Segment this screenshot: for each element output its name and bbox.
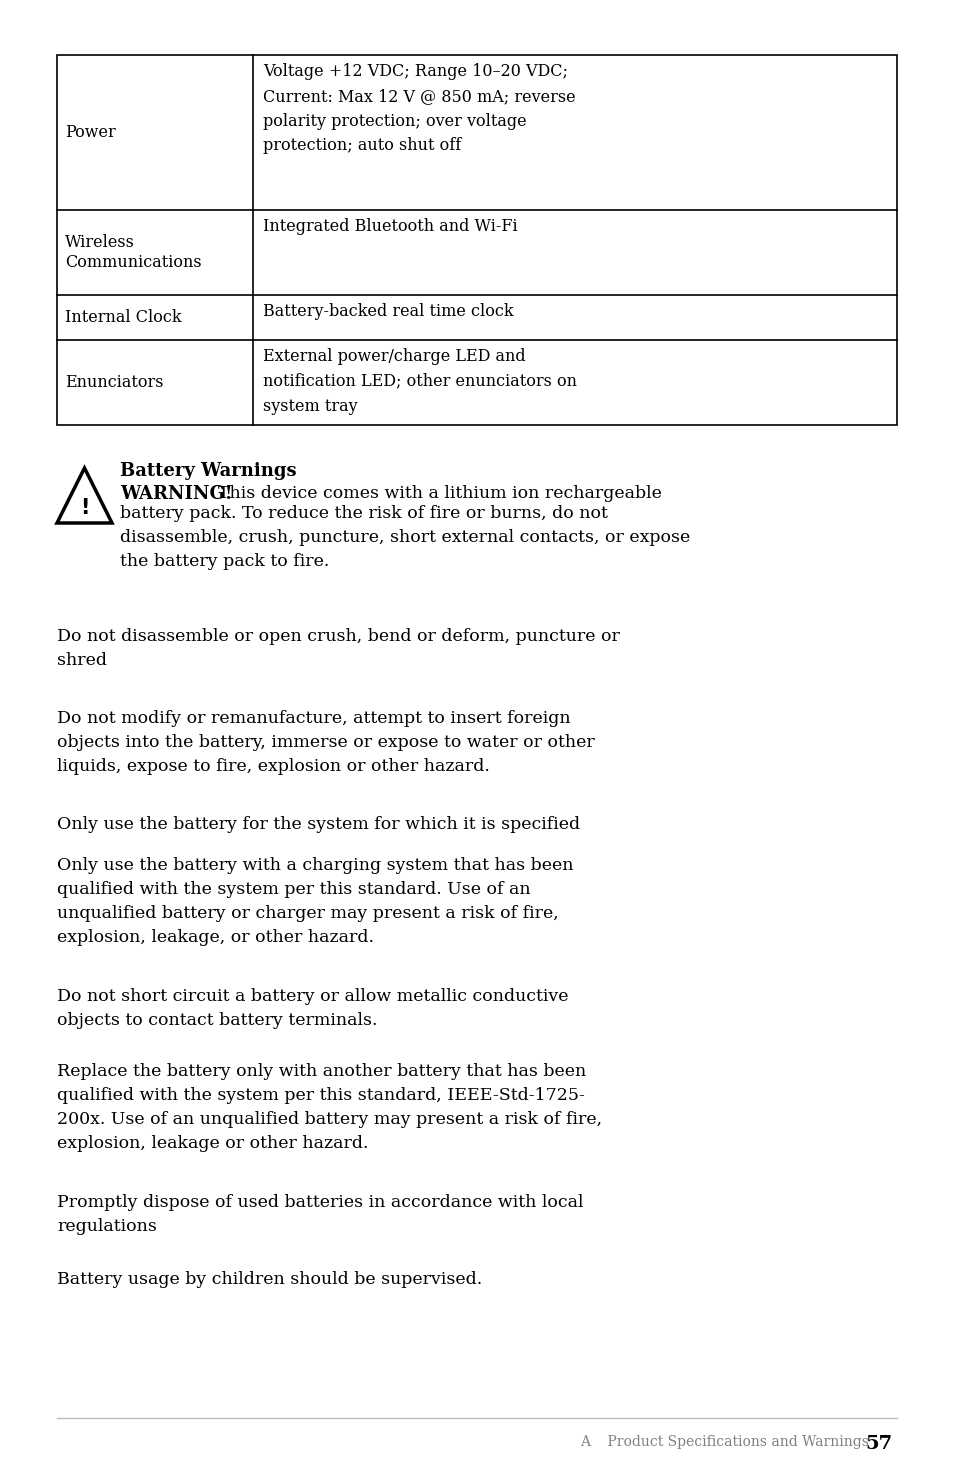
Text: Only use the battery for the system for which it is specified: Only use the battery for the system for …: [57, 816, 579, 833]
Text: External power/charge LED and
notification LED; other enunciators on
system tray: External power/charge LED and notificati…: [263, 348, 577, 414]
Text: 57: 57: [864, 1435, 891, 1453]
Text: Only use the battery with a charging system that has been
qualified with the sys: Only use the battery with a charging sys…: [57, 857, 573, 947]
Text: This device comes with a lithium ion rechargeable: This device comes with a lithium ion rec…: [218, 485, 661, 502]
Text: Battery Warnings: Battery Warnings: [120, 462, 296, 479]
Text: Wireless
Communications: Wireless Communications: [65, 235, 201, 271]
Text: Power: Power: [65, 124, 115, 142]
Text: Do not modify or remanufacture, attempt to insert foreign
objects into the batte: Do not modify or remanufacture, attempt …: [57, 709, 594, 776]
Text: !: !: [80, 497, 89, 518]
Bar: [57, 55, 896, 425]
Text: Battery-backed real time clock: Battery-backed real time clock: [263, 302, 513, 320]
Text: Internal Clock: Internal Clock: [65, 308, 181, 326]
Text: Replace the battery only with another battery that has been
qualified with the s: Replace the battery only with another ba…: [57, 1063, 601, 1152]
Text: Voltage +12 VDC; Range 10–20 VDC;
Current: Max 12 V @ 850 mA; reverse
polarity p: Voltage +12 VDC; Range 10–20 VDC; Curren…: [263, 63, 575, 155]
Text: battery pack. To reduce the risk of fire or burns, do not
disassemble, crush, pu: battery pack. To reduce the risk of fire…: [120, 504, 690, 571]
Text: Battery usage by children should be supervised.: Battery usage by children should be supe…: [57, 1271, 482, 1288]
Text: A    Product Specifications and Warnings: A Product Specifications and Warnings: [579, 1435, 868, 1448]
Text: Do not disassemble or open crush, bend or deform, puncture or
shred: Do not disassemble or open crush, bend o…: [57, 628, 619, 670]
Text: Enunciators: Enunciators: [65, 375, 163, 391]
Text: WARNING!: WARNING!: [120, 485, 233, 503]
Text: Promptly dispose of used batteries in accordance with local
regulations: Promptly dispose of used batteries in ac…: [57, 1193, 583, 1235]
Text: Do not short circuit a battery or allow metallic conductive
objects to contact b: Do not short circuit a battery or allow …: [57, 988, 568, 1030]
Text: Integrated Bluetooth and Wi-Fi: Integrated Bluetooth and Wi-Fi: [263, 218, 517, 235]
